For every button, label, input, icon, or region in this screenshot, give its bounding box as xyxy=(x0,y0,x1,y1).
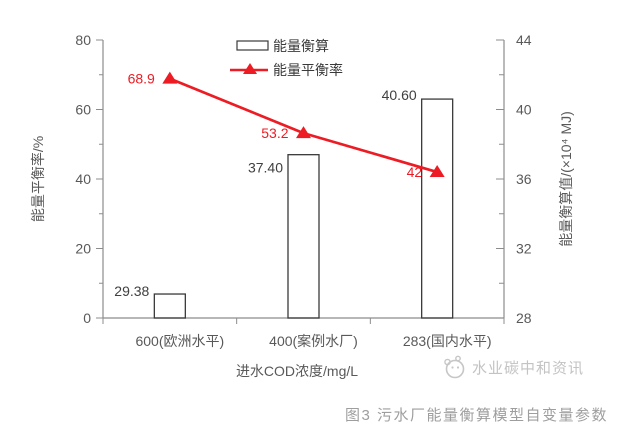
left-axis-tick-label: 40 xyxy=(75,171,91,187)
bar xyxy=(287,154,320,319)
left-axis-tick-label: 0 xyxy=(83,310,91,326)
watermark: 水业碳中和资讯 xyxy=(441,354,584,381)
watermark-text: 水业碳中和资讯 xyxy=(472,360,585,377)
x-axis-category-label: 400(案例水厂) xyxy=(269,333,358,349)
right-axis-tick-label: 36 xyxy=(516,171,532,187)
line-marker xyxy=(296,126,311,139)
bar-value-label: 40.60 xyxy=(382,87,417,103)
bar-value-label: 29.38 xyxy=(114,283,149,299)
left-axis-title: 能量平衡率/% xyxy=(30,136,46,222)
watermark-logo-icon xyxy=(444,355,465,379)
line-marker xyxy=(429,165,445,178)
line-marker xyxy=(162,71,178,84)
legend-item-label: 能量平衡率 xyxy=(273,62,343,78)
left-axis-tick-label: 80 xyxy=(75,32,91,48)
legend-line-marker xyxy=(243,63,257,74)
right-axis-tick-label: 44 xyxy=(516,32,532,48)
figure-caption: 图3 污水厂能量衡算模型自变量参数 xyxy=(345,407,609,424)
left-axis-tick-label: 60 xyxy=(75,101,91,117)
legend-item-label: 能量衡算 xyxy=(273,38,329,54)
line-value-label: 53.2 xyxy=(261,125,288,141)
legend-bar-swatch xyxy=(236,40,269,51)
x-axis-title: 进水COD浓度/mg/L xyxy=(236,363,358,379)
left-axis-tick-label: 20 xyxy=(75,240,91,256)
right-axis-title: 能量衡算值/(×10⁴ MJ) xyxy=(558,111,574,247)
x-axis-category-label: 600(欧洲水平) xyxy=(135,333,224,349)
bar xyxy=(421,98,454,319)
right-axis-tick-label: 40 xyxy=(516,101,532,117)
bar xyxy=(153,293,186,319)
right-axis-tick-label: 32 xyxy=(516,240,532,256)
right-axis-tick-label: 28 xyxy=(516,310,532,326)
x-axis-category-label: 283(国内水平) xyxy=(403,333,492,349)
line-value-label: 68.9 xyxy=(128,70,155,86)
bar-value-label: 37.40 xyxy=(248,160,283,176)
